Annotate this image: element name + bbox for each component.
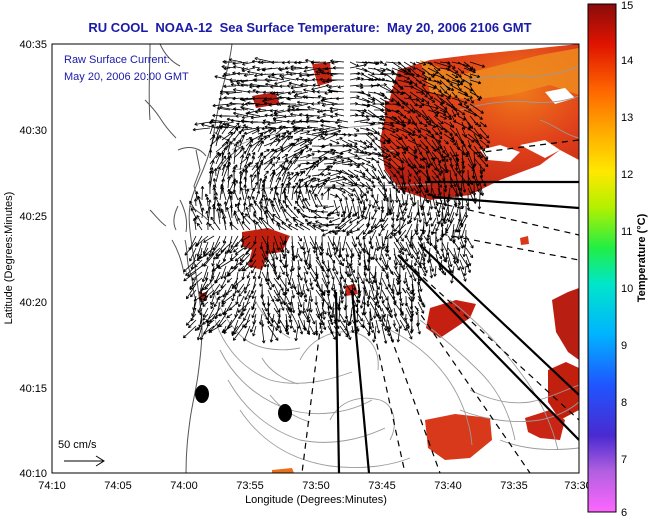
colorbar-tick-label: 8: [621, 397, 627, 409]
sst-patches: [199, 44, 579, 473]
map-panel: Raw Surface Current: May 20, 2006 20:00 …: [51, 43, 580, 474]
scale-arrow: [64, 455, 105, 467]
colorbar-tick-label: 13: [621, 112, 633, 124]
surface-current-vectors: [182, 56, 491, 344]
x-tick-label: 73:40: [434, 480, 462, 492]
colorbar-tick-label: 15: [621, 0, 633, 12]
bathymetry-contours: [209, 65, 579, 468]
current-vector-arrows: [182, 56, 491, 344]
y-tick-label: 40:30: [19, 125, 47, 137]
annotation-line-1: Raw Surface Current:: [64, 54, 170, 66]
colorbar-tick-label: 10: [621, 283, 633, 295]
x-axis: 74:10 74:05 74:00 73:55 73:50 73:45 73:4…: [38, 480, 592, 506]
colorbar-tick-label: 12: [621, 169, 633, 181]
x-tick-label: 73:50: [302, 480, 330, 492]
colorbar-tick-label: 6: [621, 507, 627, 519]
colorbar-tick-label: 14: [621, 55, 633, 67]
colorbar-tick-label: 9: [621, 340, 627, 352]
map-title: RU COOL NOAA-12 Sea Surface Temperature:…: [88, 20, 532, 35]
radar-site-marker: [278, 404, 292, 422]
y-tick-label: 40:15: [19, 383, 47, 395]
y-tick-label: 40:35: [19, 39, 47, 51]
scale-label: 50 cm/s: [58, 439, 97, 451]
y-tick-label: 40:20: [19, 297, 47, 309]
colorbar-tick-label: 11: [621, 226, 632, 238]
y-axis-label: Latitude (Degrees:Minutes): [3, 192, 15, 325]
x-tick-label: 73:35: [500, 480, 528, 492]
x-tick-label: 74:10: [38, 480, 66, 492]
x-tick-label: 74:05: [104, 480, 132, 492]
colorbar-label: Temperature (°C): [636, 213, 648, 302]
transect-dashed-lines: [301, 139, 579, 473]
colorbar-tick-label: 7: [621, 454, 627, 466]
map-frame: [51, 43, 580, 474]
annotation-line-2: May 20, 2006 20:00 GMT: [64, 71, 189, 83]
x-axis-label: Longitude (Degrees:Minutes): [245, 494, 387, 506]
x-tick-label: 74:00: [170, 480, 198, 492]
x-tick-label: 73:45: [368, 480, 396, 492]
y-tick-label: 40:10: [19, 468, 47, 480]
y-axis: 40:35 40:30 40:25 40:20 40:15 40:10 Lati…: [3, 39, 47, 480]
radar-site-marker: [195, 385, 209, 403]
temperature-colorbar: 15 14 13 12 11 10 9 8 7 6 Temperature (°…: [587, 0, 648, 519]
y-tick-label: 40:25: [19, 211, 47, 223]
x-tick-label: 73:55: [236, 480, 264, 492]
x-tick-label: 73:30: [564, 480, 592, 492]
